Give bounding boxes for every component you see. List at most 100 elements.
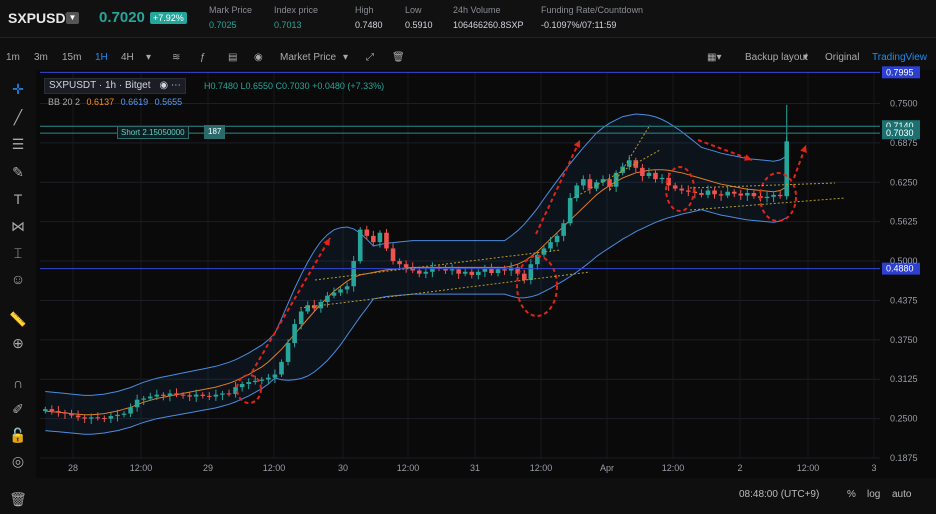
- trendline-icon[interactable]: ╱: [13, 109, 23, 125]
- candle-body: [344, 286, 350, 290]
- x-tick-label: 31: [470, 463, 480, 473]
- fullscreen-icon[interactable]: ⤢: [366, 52, 374, 63]
- last-price: 0.7020: [99, 9, 145, 26]
- stat-5: Funding Rate/Countdown -0.1097%/07:11:59: [541, 5, 643, 30]
- percent-toggle[interactable]: %: [847, 489, 856, 500]
- layout-chevron-icon[interactable]: ▾: [803, 52, 809, 63]
- tradingview-tab[interactable]: TradingView: [872, 52, 928, 63]
- price-label-text: 0.4880: [886, 264, 914, 274]
- candle-body: [95, 417, 101, 419]
- price-label-bg: [882, 262, 920, 275]
- candle-body: [502, 269, 507, 271]
- candle-body: [515, 267, 520, 274]
- measure-icon[interactable]: ⌶: [13, 245, 23, 261]
- stat-label: Mark Price: [209, 5, 253, 15]
- candle-body: [436, 267, 442, 269]
- ruler-icon[interactable]: 📏: [9, 311, 27, 327]
- candle-body: [535, 254, 540, 265]
- candle-body: [42, 409, 48, 412]
- candle-body: [384, 232, 389, 249]
- stat-value: 0.7025: [209, 20, 237, 30]
- candle-body: [397, 261, 402, 265]
- crosshair-icon[interactable]: ✛: [12, 81, 24, 97]
- grid: [40, 72, 880, 459]
- y-tick-label: 0.4375: [890, 295, 918, 305]
- x-tick-label: 12:00: [530, 463, 553, 473]
- fib-icon[interactable]: ☰: [11, 136, 25, 152]
- candle-body: [521, 273, 527, 280]
- tf-1h[interactable]: 1H: [95, 52, 108, 63]
- candle-body: [292, 324, 297, 343]
- arrow-head: [323, 238, 330, 246]
- auto-toggle[interactable]: auto: [892, 489, 912, 500]
- x-tick-label: 12:00: [797, 463, 820, 473]
- candle-body: [75, 415, 81, 418]
- price-type-select[interactable]: Market Price: [280, 52, 337, 63]
- candle-body: [180, 394, 186, 396]
- candle-body: [659, 177, 665, 180]
- change-badge: +7.92%: [150, 12, 187, 24]
- x-tick-label: 29: [203, 463, 213, 473]
- chart-type-icon[interactable]: ≋: [172, 52, 181, 63]
- candle-body: [738, 193, 744, 196]
- layout-select[interactable]: Backup layout: [745, 52, 808, 63]
- candle-body: [574, 185, 580, 199]
- lock-drawing-icon[interactable]: ✐: [12, 401, 24, 417]
- tf-15m[interactable]: 15m: [62, 52, 82, 63]
- tf-1m[interactable]: 1m: [6, 52, 20, 63]
- delete-icon[interactable]: 🗑: [9, 491, 27, 507]
- position-label[interactable]: Short 2.15050000: [117, 126, 189, 139]
- stat-value: 0.7480: [355, 20, 383, 30]
- x-tick-label: 30: [338, 463, 348, 473]
- template-icon[interactable]: ▤: [228, 52, 238, 63]
- original-tab[interactable]: Original: [825, 52, 860, 63]
- candle-body: [771, 194, 776, 197]
- lock-icon[interactable]: 🔓: [9, 427, 27, 443]
- candle-body: [653, 172, 658, 180]
- camera-icon[interactable]: ◉: [254, 52, 263, 63]
- chart-legend[interactable]: SXPUSDT · 1h · Bitget ◉ ⋯: [44, 78, 186, 94]
- candle-body: [416, 270, 422, 274]
- price-label-bg: [882, 120, 920, 133]
- log-toggle[interactable]: log: [867, 489, 881, 500]
- price-type-chevron-icon[interactable]: ▾: [343, 52, 349, 63]
- candle-body: [620, 166, 625, 173]
- candle-body: [554, 235, 560, 243]
- x-tick-label: 2: [737, 463, 742, 473]
- trash-icon[interactable]: 🗑: [392, 52, 405, 63]
- brush-icon[interactable]: ✎: [12, 164, 24, 180]
- candle-body: [712, 190, 717, 195]
- magnet-icon[interactable]: ∩: [12, 375, 24, 391]
- symbol[interactable]: SXPUSDT: [8, 10, 75, 26]
- candle-body: [364, 229, 370, 236]
- candle-body: [594, 182, 599, 189]
- eye-icon[interactable]: ◎: [11, 453, 25, 469]
- candle-body: [377, 232, 383, 243]
- zoom-in-icon[interactable]: ⊕: [12, 335, 24, 351]
- more-tf-icon[interactable]: ▾: [146, 52, 152, 63]
- indicators-icon[interactable]: ƒ: [200, 52, 206, 63]
- tf-4h[interactable]: 4H: [121, 52, 134, 63]
- time-axis[interactable]: 28 12:00 29 12:00 30 12:00 31 12:00 Apr 12:00 2 12:…: [68, 463, 877, 473]
- ticker-header: SXPUSDT ▼ 0.7020 +7.92% Mark Price 0.7025…: [0, 0, 936, 38]
- candle-body: [233, 387, 238, 395]
- pattern-icon[interactable]: ⋈: [11, 218, 25, 234]
- candle-body: [449, 269, 455, 271]
- highlight-circle: [759, 172, 797, 222]
- drawing-toolbar: ✛ ╱ ☰ ✎ T ⋈ ⌶ ☺ 📏 ⊕ ∩ ✐ 🔓 ◎ 🗑: [0, 72, 36, 514]
- bb-legend: BB 20 2 0.6137 0.6619 0.5655: [48, 97, 182, 107]
- price-axis[interactable]: 0.7500 0.6875 0.6250 0.5625 0.5000 0.4375 0.37…: [890, 99, 918, 463]
- eye-icon[interactable]: ◉ ⋯: [159, 80, 181, 91]
- symbol-dropdown-icon[interactable]: ▼: [66, 12, 79, 24]
- layout-grid-icon[interactable]: ▦▾: [707, 52, 722, 63]
- candle-body: [430, 267, 435, 272]
- position-qty[interactable]: 187: [204, 125, 226, 139]
- candle-body: [285, 342, 291, 362]
- y-tick-label: 0.7500: [890, 99, 918, 109]
- candle-body: [141, 398, 146, 400]
- trend-arrow: [251, 237, 331, 373]
- text-icon[interactable]: T: [13, 191, 23, 207]
- emoji-icon[interactable]: ☺: [10, 271, 26, 287]
- tf-3m[interactable]: 3m: [34, 52, 48, 63]
